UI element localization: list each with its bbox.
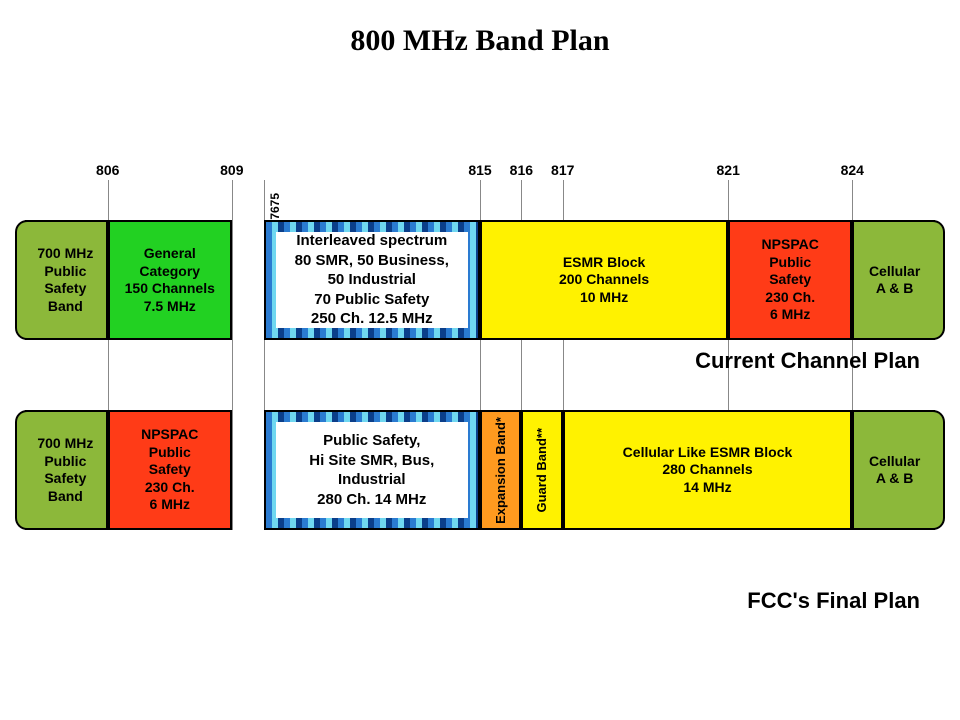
page-title: 800 MHz Band Plan <box>0 0 960 58</box>
band-block: General Category 150 Channels 7.5 MHz <box>108 220 232 340</box>
band-block: Interleaved spectrum 80 SMR, 50 Business… <box>264 220 480 340</box>
band-block: Cellular Like ESMR Block 280 Channels 14… <box>563 410 853 530</box>
freq-tick-label: 824 <box>841 162 864 178</box>
freq-tick-label: 821 <box>716 162 739 178</box>
row-current-plan: 700 MHz Public Safety BandGeneral Catego… <box>0 220 960 340</box>
band-block: ESMR Block 200 Channels 10 MHz <box>480 220 728 340</box>
freq-tick-label: 815 <box>468 162 491 178</box>
freq-tick-label: 809 <box>220 162 243 178</box>
band-block: Cellular A & B <box>852 410 935 530</box>
row-label-current: Current Channel Plan <box>695 348 920 374</box>
band-block: 700 MHz Public Safety Band <box>25 410 108 530</box>
freq-tick-label: 806 <box>96 162 119 178</box>
band-block: Cellular A & B <box>852 220 935 340</box>
band-block: Public Safety, Hi Site SMR, Bus, Industr… <box>264 410 480 530</box>
diagram-stage: 806809809.7675815816817821824851854854.7… <box>0 150 960 610</box>
band-block: NPSPAC Public Safety 230 Ch. 6 MHz <box>108 410 232 530</box>
row-label-final: FCC's Final Plan <box>747 588 920 614</box>
row-final-plan: 700 MHz Public Safety BandNPSPAC Public … <box>0 410 960 530</box>
band-block: Guard Band** <box>521 410 562 530</box>
band-block: NPSPAC Public Safety 230 Ch. 6 MHz <box>728 220 852 340</box>
band-block: Expansion Band* <box>480 410 521 530</box>
freq-tick-label: 816 <box>510 162 533 178</box>
freq-tick-label: 817 <box>551 162 574 178</box>
band-block: 700 MHz Public Safety Band <box>25 220 108 340</box>
